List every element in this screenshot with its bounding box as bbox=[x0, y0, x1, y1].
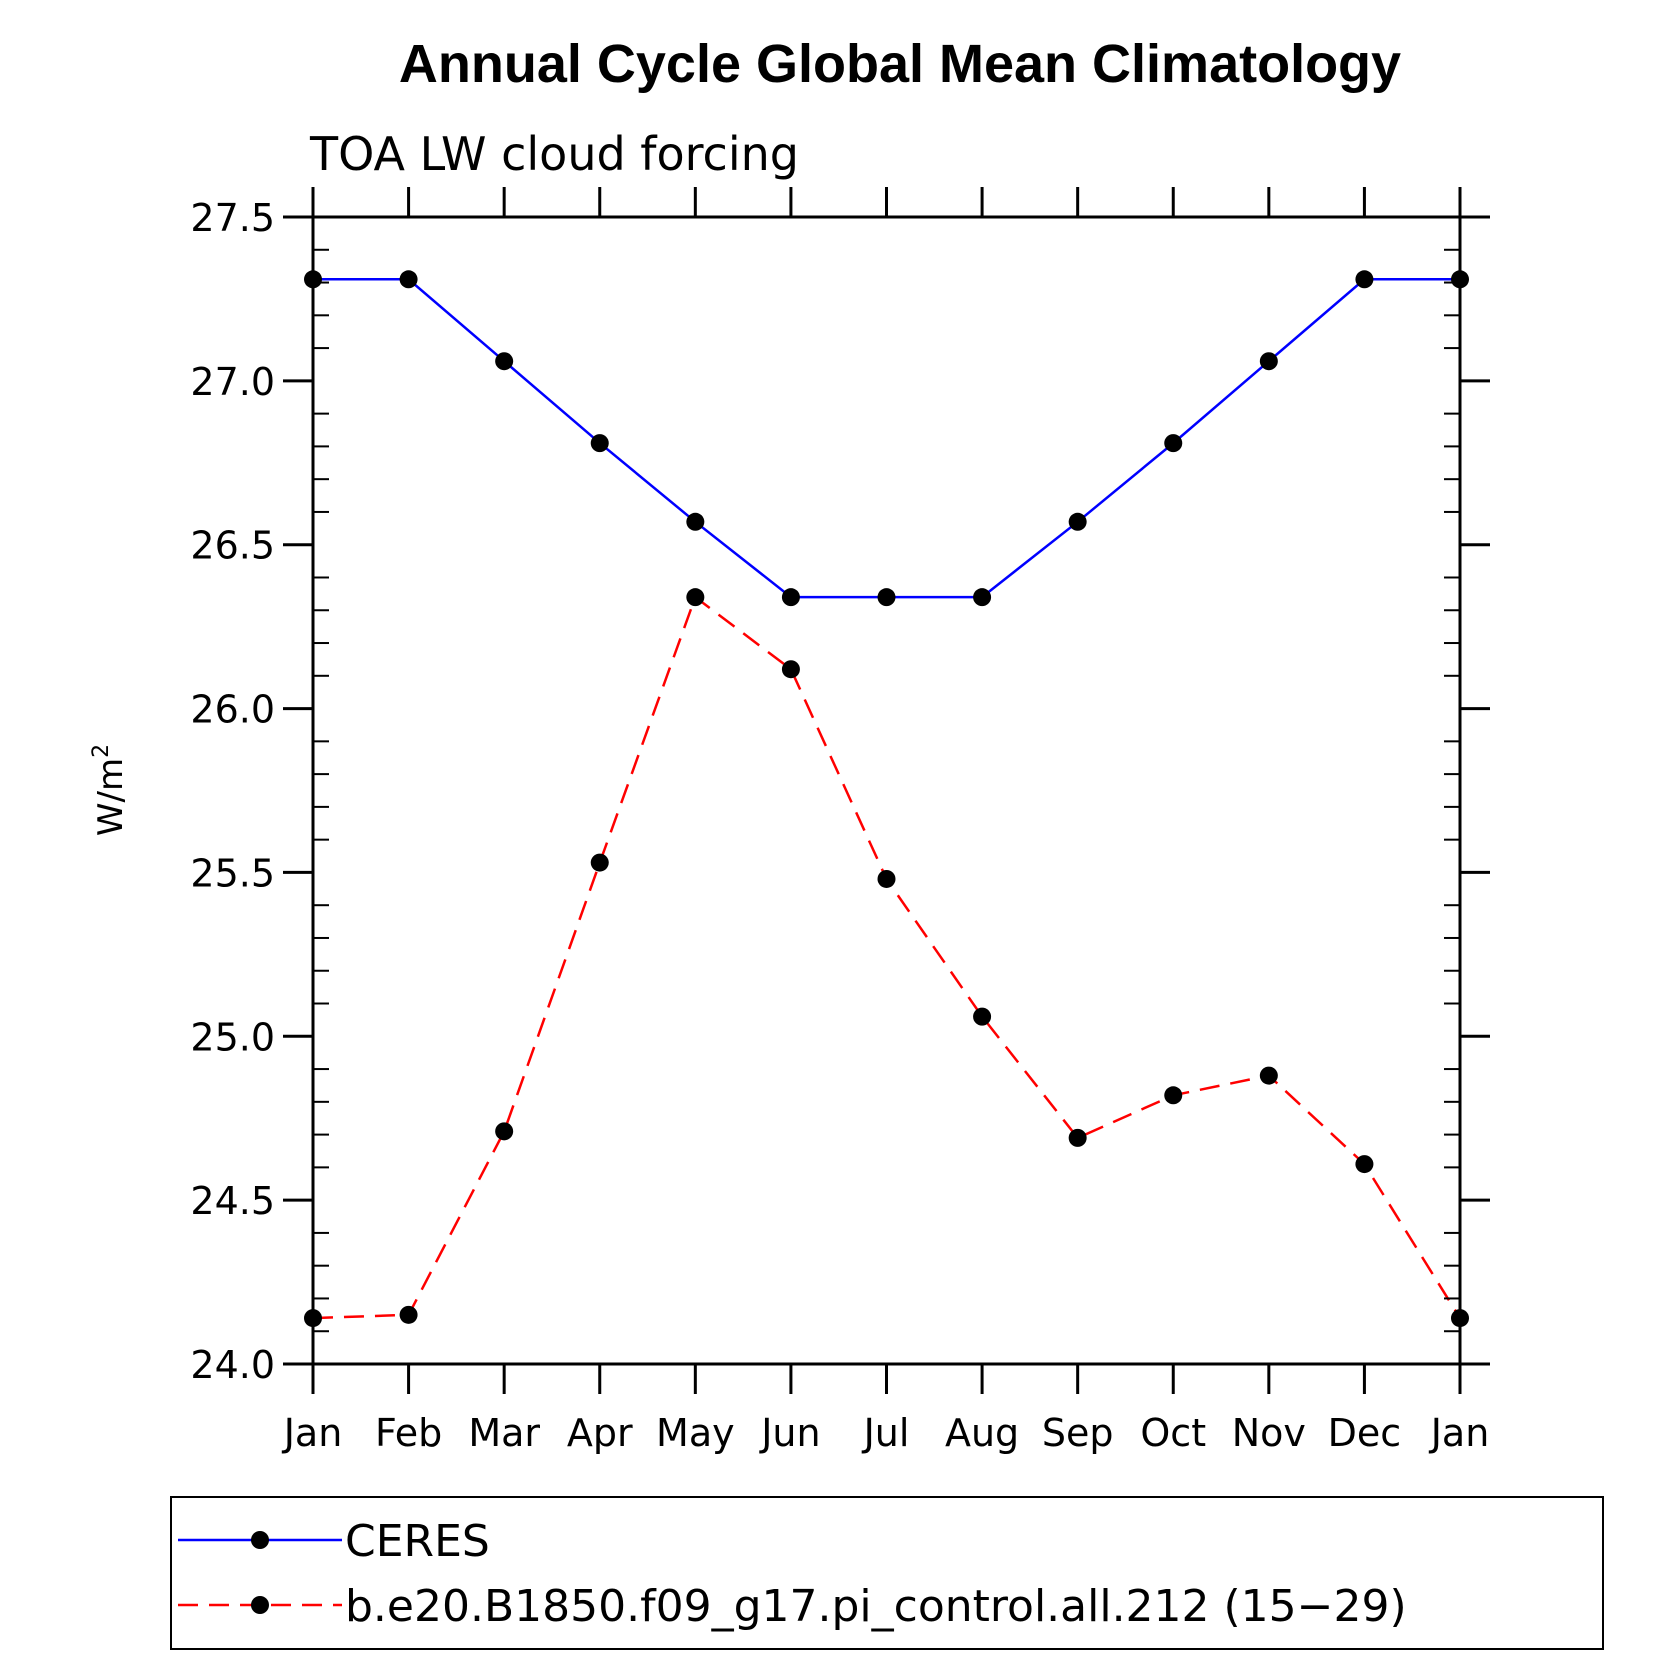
x-tick-label: Jan bbox=[282, 1411, 343, 1455]
y-axis-label: W/m2 bbox=[89, 744, 131, 836]
series-1-point bbox=[1164, 434, 1183, 453]
y-tick-label: 27.5 bbox=[190, 196, 275, 240]
x-tick-label: Jun bbox=[759, 1411, 820, 1455]
series-2-point bbox=[686, 588, 705, 607]
y-tick-label: 24.0 bbox=[190, 1343, 275, 1387]
series-2-point bbox=[1259, 1066, 1278, 1085]
x-tick-label: Mar bbox=[468, 1411, 540, 1455]
x-tick-label: Dec bbox=[1328, 1411, 1402, 1455]
chart-subtitle: TOA LW cloud forcing bbox=[309, 127, 799, 181]
series-1-point bbox=[1068, 512, 1087, 531]
series-2-point bbox=[1068, 1128, 1087, 1147]
series-1-point bbox=[399, 270, 418, 289]
legend-label: CERES bbox=[345, 1516, 490, 1567]
series-1-point bbox=[973, 588, 992, 607]
x-tick-label: May bbox=[656, 1411, 735, 1455]
series-1-point bbox=[1259, 352, 1278, 371]
plot-frame bbox=[311, 215, 1462, 1366]
series-2-point bbox=[399, 1305, 418, 1324]
series-1-point bbox=[877, 588, 896, 607]
y-tick-label: 27.0 bbox=[190, 360, 275, 404]
legend-swatch-marker bbox=[251, 1531, 269, 1549]
series-2-point bbox=[781, 660, 800, 679]
series-2-point bbox=[1164, 1086, 1183, 1105]
x-tick-label: Aug bbox=[945, 1411, 1019, 1455]
series-1-point bbox=[1355, 270, 1374, 289]
axis-ticks: Jan Feb Mar Apr May Jun Jul Aug Sep Oct Nov Dec Jan2… bbox=[190, 187, 1490, 1455]
x-tick-label: Jul bbox=[862, 1411, 910, 1455]
series-2-point bbox=[590, 853, 609, 872]
plot-marks bbox=[304, 270, 1469, 1328]
chart-title: Annual Cycle Global Mean Climatology bbox=[399, 34, 1401, 94]
series-1-point bbox=[495, 352, 514, 371]
y-tick-label: 24.5 bbox=[190, 1179, 275, 1223]
series-1-point bbox=[590, 434, 609, 453]
legend-box bbox=[170, 1496, 1604, 1650]
series-1-point bbox=[686, 512, 705, 531]
series-1-line bbox=[313, 278, 1460, 599]
series-2-point bbox=[877, 869, 896, 888]
series-2-point bbox=[973, 1007, 992, 1026]
series-2-line bbox=[312, 595, 1462, 1320]
x-tick-label: Feb bbox=[375, 1411, 442, 1455]
x-tick-label: Jan bbox=[1429, 1411, 1490, 1455]
legend-label: b.e20.B1850.f09_g17.pi_control.all.212 (… bbox=[345, 1581, 1407, 1632]
series-2-point bbox=[1355, 1155, 1374, 1174]
y-tick-label: 26.5 bbox=[190, 524, 275, 568]
x-tick-label: Nov bbox=[1232, 1411, 1306, 1455]
series-2-point bbox=[495, 1122, 514, 1141]
x-tick-label: Oct bbox=[1140, 1411, 1206, 1455]
series-1-point bbox=[781, 588, 800, 607]
y-tick-label: 25.5 bbox=[190, 851, 275, 895]
legend: CERES b.e20.B1850.f09_g17.pi_control.all.… bbox=[178, 1516, 1407, 1632]
x-tick-label: Sep bbox=[1042, 1411, 1114, 1455]
x-tick-label: Apr bbox=[567, 1411, 633, 1455]
y-tick-label: 25.0 bbox=[190, 1015, 275, 1059]
y-tick-label: 26.0 bbox=[190, 688, 275, 732]
legend-swatch-marker bbox=[251, 1596, 269, 1614]
